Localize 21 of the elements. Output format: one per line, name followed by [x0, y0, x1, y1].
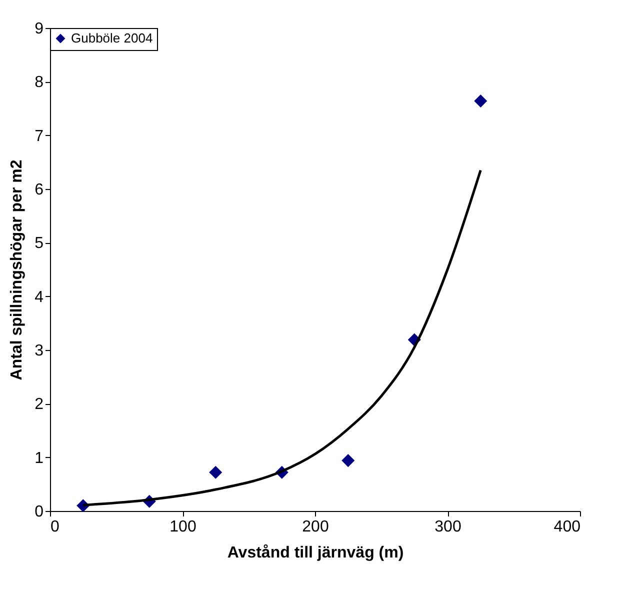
- y-tick-label: 8: [34, 74, 44, 92]
- y-tick-label: 0: [34, 504, 44, 520]
- x-tick-label: 100: [170, 518, 196, 536]
- x-tick-label: 0: [50, 518, 60, 536]
- y-tick-label: 4: [34, 288, 44, 306]
- y-tick-label: 6: [34, 182, 44, 198]
- point: [342, 454, 355, 468]
- point: [209, 466, 222, 479]
- y-tick-label: 2: [34, 396, 44, 414]
- y-axis-title: Antal spillningshögar per m2: [8, 160, 26, 380]
- x-tick-label: 400: [554, 518, 581, 536]
- y-tick-label: 3: [34, 342, 44, 360]
- x-axis-title: Avstånd till järnväg (m): [227, 544, 404, 562]
- x-tick-label: 300: [434, 518, 462, 536]
- y-tick-label: 5: [34, 235, 44, 252]
- legend-label: Gubböle 2004: [71, 30, 153, 46]
- y-tick-label: 7: [34, 128, 44, 145]
- y-tick-label: 1: [34, 450, 44, 467]
- y-tick-label: 9: [34, 20, 44, 38]
- point: [474, 94, 488, 108]
- x-tick-label: 200: [302, 518, 329, 536]
